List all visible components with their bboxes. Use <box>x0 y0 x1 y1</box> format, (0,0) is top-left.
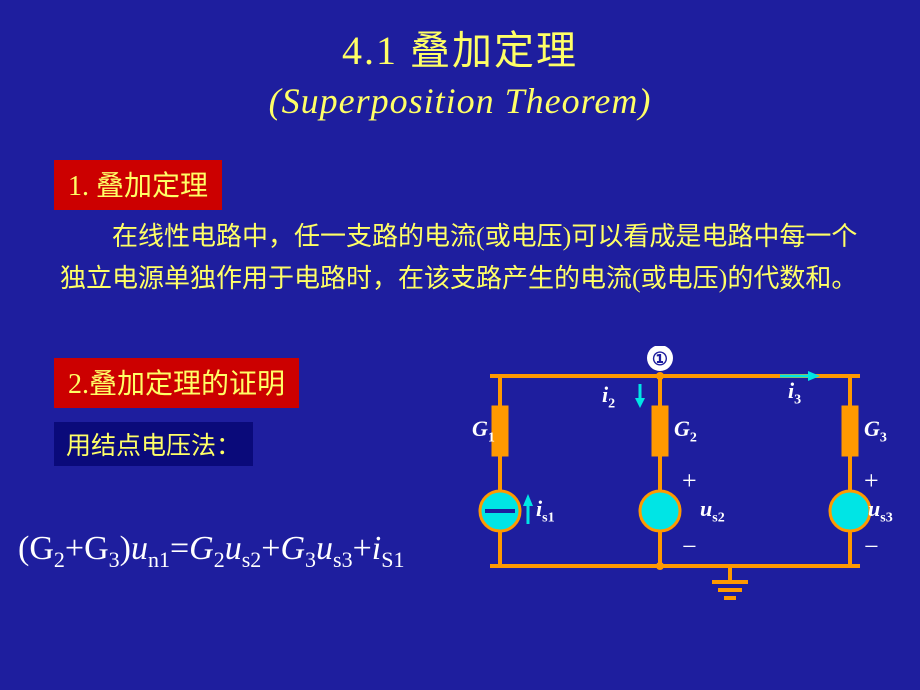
title-main: 4.1 叠加定理 <box>0 18 920 76</box>
label-i3: i3 <box>788 378 801 408</box>
eq-plus2: + <box>261 530 280 567</box>
sign-minus-3: − <box>864 532 879 562</box>
eq-sub-s2: s2 <box>242 547 262 572</box>
eq-sub-3a: 3 <box>109 547 120 572</box>
eq-sub-2a: 2 <box>54 547 65 572</box>
sign-plus-3: + <box>864 466 879 496</box>
sign-minus-2: − <box>682 532 697 562</box>
eq-u1: u <box>131 530 148 567</box>
eq-paren-close: ) <box>120 530 131 567</box>
method-label: 用结点电压法： <box>54 422 253 466</box>
eq-sub-S1: S1 <box>381 547 404 572</box>
label-is1: is1 <box>536 496 555 526</box>
section-1-label: 1. 叠加定理 <box>54 160 222 210</box>
circuit-diagram: ① i2 i3 G1 G2 G3 is1 us2 us3 <box>460 346 900 606</box>
eq-paren-open: (G <box>18 530 54 567</box>
title-block: 4.1 叠加定理 (Superposition Theorem) <box>0 0 920 122</box>
eq-u2: u <box>225 530 242 567</box>
label-G2: G2 <box>674 416 697 446</box>
section-2-label: 2.叠加定理的证明 <box>54 358 299 408</box>
eq-i: i <box>372 530 381 567</box>
label-G3: G3 <box>864 416 887 446</box>
equation: (G2+G3)un1=G2us2+G3us3+iS1 <box>18 530 404 573</box>
node-1-label: ① <box>652 349 668 369</box>
label-i2: i2 <box>602 382 615 412</box>
eq-plus1: +G <box>65 530 109 567</box>
eq-sub-2b: 2 <box>214 547 225 572</box>
eq-equals: = <box>170 530 189 567</box>
eq-sub-s3: s3 <box>333 547 353 572</box>
eq-G2: G <box>189 530 214 567</box>
eq-G3: G <box>280 530 305 567</box>
eq-sub-3b: 3 <box>305 547 316 572</box>
label-us2: us2 <box>700 496 725 526</box>
eq-u3: u <box>316 530 333 567</box>
section-1-paragraph: 在线性电路中，任一支路的电流(或电压)可以看成是电路中每一个独立电源单独作用于电… <box>60 216 860 299</box>
eq-plus3: + <box>353 530 372 567</box>
title-subtitle: (Superposition Theorem) <box>0 80 920 122</box>
sign-plus-2: + <box>682 466 697 496</box>
label-G1: G1 <box>472 416 495 446</box>
label-us3: us3 <box>868 496 893 526</box>
eq-sub-n1: n1 <box>148 547 170 572</box>
